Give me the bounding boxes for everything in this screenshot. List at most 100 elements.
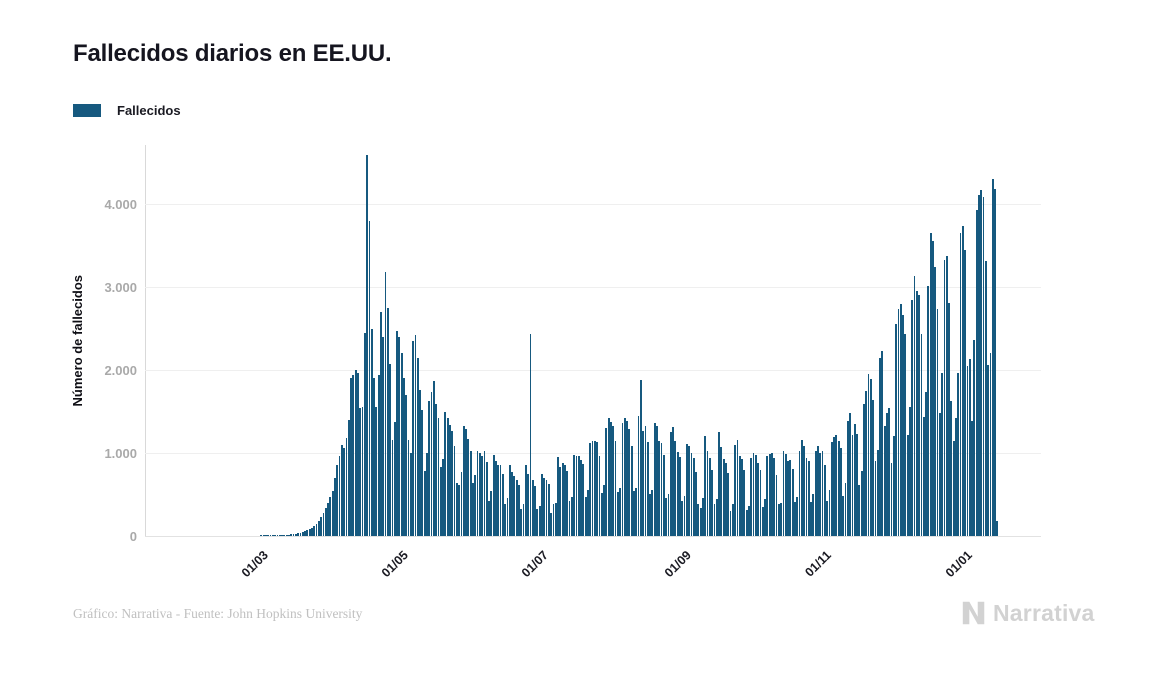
bar [830,442,833,536]
bar [628,428,631,536]
bar [559,467,562,536]
bar [297,533,300,536]
bar [527,473,530,536]
bar [683,496,686,536]
bar [506,497,509,536]
bar [474,475,477,536]
bar [920,334,923,536]
bar [761,506,764,536]
bar [400,353,403,536]
bar [644,426,647,536]
bar [361,406,364,536]
bar [485,462,488,536]
bar [692,457,695,536]
bar [943,260,946,536]
bar [741,458,743,536]
bar [699,507,702,536]
bar [720,447,723,536]
gridline [145,287,1041,288]
bar [541,473,543,536]
bar [467,438,470,536]
bar [354,370,357,536]
bar [308,529,311,536]
bar [872,399,875,536]
bar [994,189,996,536]
bar [835,434,838,536]
bar [288,534,290,536]
bar [971,420,973,536]
bar [315,523,318,536]
bar [961,226,964,536]
bar [736,439,739,536]
bar [789,459,792,536]
bar [499,465,502,536]
bar [711,470,714,536]
bar [260,535,263,536]
bar [428,400,431,536]
bar [554,502,557,536]
bar [869,379,872,536]
bar [334,477,336,536]
legend-item-fallecidos[interactable]: Fallecidos [73,103,181,118]
bar [764,498,766,536]
bar [444,411,447,536]
bar [276,535,279,536]
bar [665,497,668,536]
bar [472,482,474,536]
x-axis-line [145,536,1041,537]
bar [948,302,950,536]
bar [545,479,548,536]
bar [301,531,304,536]
y-tick-label: 4.000 [104,197,137,212]
x-tick-label: 01/09 [661,548,694,581]
bar [363,332,366,536]
bar [403,378,405,536]
bar [568,501,571,536]
bar [504,503,507,536]
bar [690,453,693,536]
bar [557,457,559,536]
bar [927,286,930,536]
bar [881,350,884,536]
bar [688,445,691,536]
bar [729,511,732,536]
bar [748,506,750,536]
bar [681,501,684,536]
bar [324,508,327,536]
bar [345,438,348,536]
bar [566,471,569,536]
bar [768,453,771,536]
bar [495,461,497,536]
narrativa-logo-icon [962,601,985,625]
bar [715,498,718,536]
bar [423,471,426,536]
bar [375,406,378,536]
y-tick-label: 2.000 [104,363,137,378]
bar [662,454,665,536]
bar [331,490,334,536]
bar [359,408,362,536]
bar [306,530,309,536]
bar [708,457,711,536]
bar [909,406,911,536]
bar [577,456,580,536]
bar [771,453,773,536]
bar [283,535,286,536]
bar [973,340,976,536]
bar [511,472,513,536]
bar [773,457,776,536]
bar [904,334,907,536]
bar [941,373,944,536]
bar [513,476,516,536]
y-axis-line [145,145,146,537]
gridline [145,204,1041,205]
bar [414,335,417,536]
bar [630,446,633,536]
bar [812,493,815,536]
bar [934,267,937,536]
bar [649,493,651,536]
bar [794,501,796,536]
bar [895,323,898,536]
bar [476,450,479,536]
